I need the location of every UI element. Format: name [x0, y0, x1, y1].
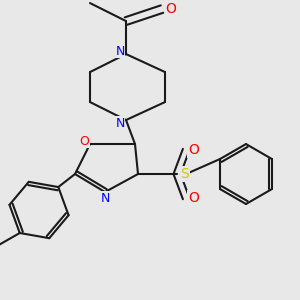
Text: O: O: [79, 134, 89, 148]
Text: S: S: [180, 167, 189, 181]
Text: O: O: [166, 2, 176, 16]
Text: O: O: [188, 143, 199, 157]
Text: O: O: [188, 191, 199, 205]
Text: N: N: [115, 116, 125, 130]
Text: N: N: [100, 191, 110, 205]
Text: N: N: [115, 45, 125, 58]
